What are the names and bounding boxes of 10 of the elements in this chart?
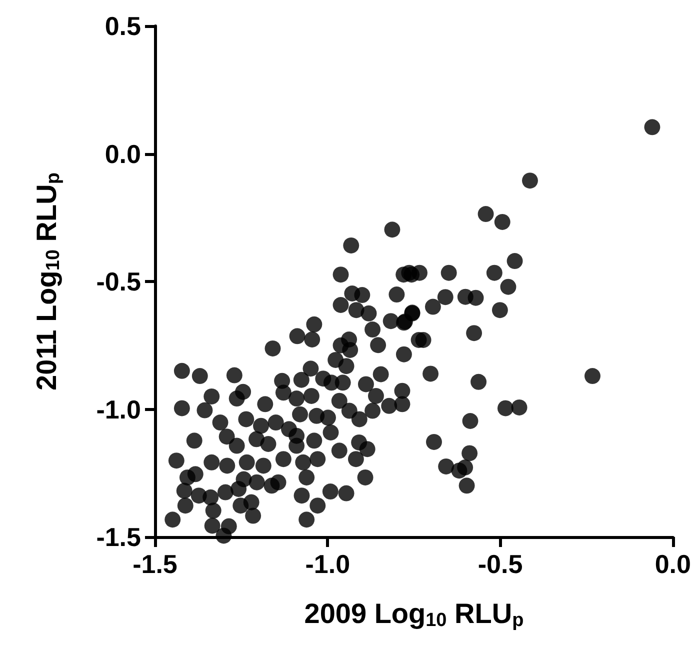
y-axis-title: 2011 Log10 RLUp <box>31 172 64 390</box>
y-tick-label: -0.5 <box>96 266 141 296</box>
x-tick-label: -1.0 <box>305 549 350 579</box>
y-tick-label: -1.5 <box>96 522 141 552</box>
x-tick-label: -0.5 <box>478 549 523 579</box>
y-tick-label: -1.0 <box>96 394 141 424</box>
y-tick-label: 0.5 <box>104 11 141 41</box>
y-tick-label: 0.0 <box>104 138 141 169</box>
x-tick-label: -1.5 <box>132 549 178 579</box>
x-tick-label: 0.0 <box>654 549 692 579</box>
